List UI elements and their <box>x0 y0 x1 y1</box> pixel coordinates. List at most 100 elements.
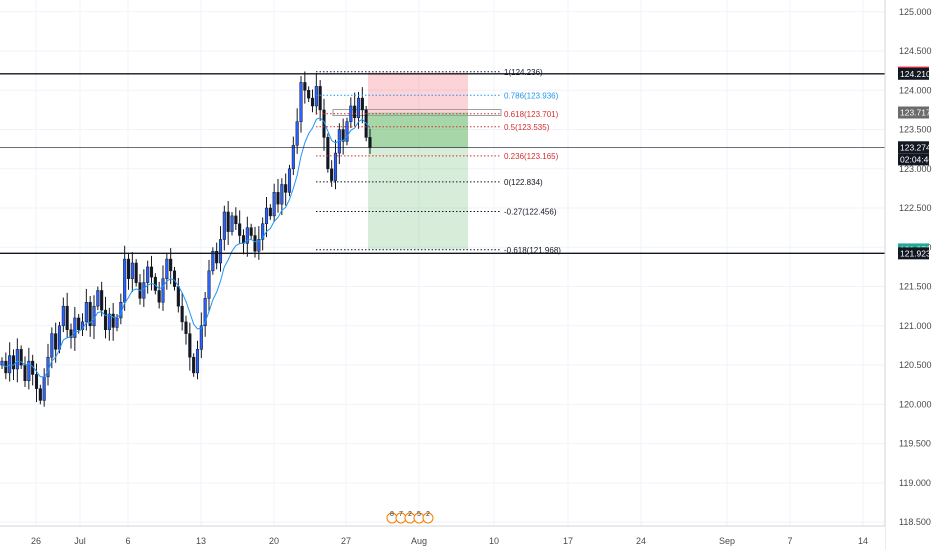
fib-level-label: 0.786(123.936) <box>504 91 559 100</box>
candle <box>188 322 192 371</box>
candle <box>203 292 207 337</box>
candle <box>276 178 280 213</box>
candle <box>19 345 23 369</box>
candle <box>103 296 108 339</box>
price-tick-label: 120.500 <box>899 360 932 370</box>
candle <box>73 306 77 351</box>
fib-level-label: -0.27(122.456) <box>504 207 557 216</box>
entry-line-handle[interactable] <box>332 109 502 117</box>
candle <box>333 139 338 190</box>
candle <box>238 210 242 245</box>
candle <box>157 281 161 309</box>
grid <box>0 0 885 526</box>
candle <box>337 123 341 165</box>
candle <box>146 260 150 294</box>
candle <box>15 338 19 383</box>
time-tick-label: 10 <box>489 536 499 546</box>
candle <box>207 259 211 312</box>
candle <box>341 118 345 155</box>
price-badge-text: 123.274 <box>900 142 931 152</box>
time-tick-label: 24 <box>636 536 646 546</box>
candle <box>264 197 269 238</box>
candle <box>218 226 223 272</box>
candle <box>149 255 154 291</box>
candle <box>330 160 334 187</box>
time-tick-label: 7 <box>787 536 792 546</box>
price-tick-label: 123.500 <box>899 125 932 135</box>
candle <box>161 265 165 311</box>
candle <box>310 89 315 113</box>
candle <box>249 223 253 240</box>
candle <box>153 273 157 295</box>
candle <box>46 343 50 386</box>
time-tick-label: 13 <box>196 536 206 546</box>
candle <box>353 92 357 127</box>
price-tick-label: 119.000 <box>899 478 931 488</box>
time-tick-label: 14 <box>858 536 868 546</box>
candle <box>119 293 123 325</box>
fibonacci-retracement[interactable]: 1(124.236) 0.786(123.936) 0.618(123.701) 0.… <box>316 68 561 255</box>
event-marker-count: 2 <box>408 511 412 518</box>
candle <box>241 229 246 255</box>
candle <box>61 297 65 333</box>
candle <box>192 353 196 377</box>
candle <box>307 86 311 103</box>
candles <box>0 71 372 407</box>
candle <box>261 217 265 251</box>
candle <box>195 340 200 380</box>
candle <box>349 97 353 128</box>
event-marker-count: 5 <box>417 511 421 518</box>
price-badge-text: 123.717 <box>900 108 931 118</box>
candle <box>80 313 85 337</box>
candle <box>126 252 131 290</box>
candle <box>130 252 134 293</box>
candle <box>176 277 180 313</box>
price-tick-label: 124.500 <box>899 46 932 56</box>
candle <box>314 73 318 115</box>
price-tick-label: 125.000 <box>899 7 932 17</box>
candle <box>142 269 146 307</box>
price-badge: 121.923 <box>898 247 931 260</box>
time-axis[interactable] <box>0 526 885 550</box>
time-tick-label: 6 <box>125 536 130 546</box>
candle <box>245 216 249 257</box>
event-marker-count: 8 <box>390 511 394 518</box>
candle <box>272 183 276 223</box>
candle <box>318 80 322 121</box>
event-marker-icon[interactable] <box>422 512 434 524</box>
take-profit-zone[interactable] <box>368 112 468 250</box>
candle <box>180 292 184 331</box>
fib-level-label: 0.236(123.165) <box>504 152 559 161</box>
candle <box>23 356 27 388</box>
candle <box>107 307 111 341</box>
time-tick-label: 20 <box>269 536 279 546</box>
price-badge-text: 124.210 <box>900 69 931 79</box>
candle <box>326 133 330 173</box>
price-axis[interactable] <box>885 0 932 550</box>
candle <box>299 76 303 133</box>
moving-average-line <box>1 117 371 378</box>
candle <box>54 322 58 363</box>
candle <box>230 211 234 236</box>
candle <box>280 178 284 216</box>
time-tick-label: Aug <box>411 536 427 546</box>
candle <box>268 204 272 220</box>
candle <box>291 136 295 176</box>
price-badge: 124.210 <box>898 67 931 80</box>
candle <box>165 252 169 290</box>
candle <box>88 295 92 337</box>
fib-level-label: 1(124.236) <box>504 68 543 77</box>
price-tick-label: 122.500 <box>899 203 932 213</box>
time-tick-label: 27 <box>341 536 351 546</box>
price-badge: 123.717 <box>898 106 931 119</box>
time-tick-label: Jul <box>74 536 86 546</box>
stop-loss-zone[interactable] <box>368 72 468 113</box>
price-tick-label: 120.000 <box>899 399 932 409</box>
current-profit-zone <box>368 112 468 148</box>
candle <box>27 347 31 390</box>
candle <box>65 292 69 339</box>
candle <box>100 281 104 317</box>
time-tick-label: 26 <box>31 536 41 546</box>
